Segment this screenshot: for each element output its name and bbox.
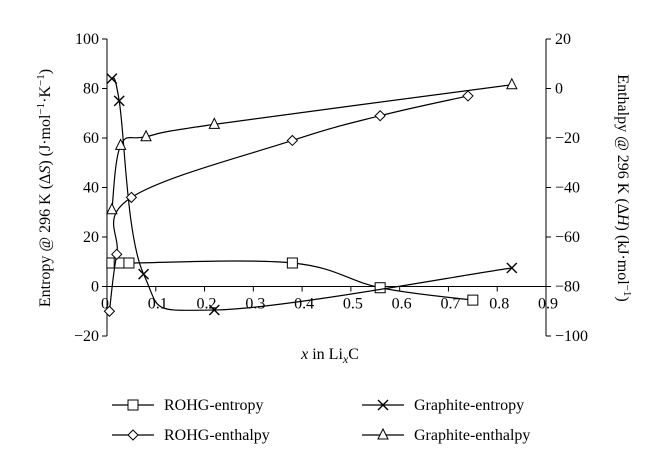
y-right-tick-label: 0 <box>555 81 563 98</box>
legend-marker-rohg-entropy <box>127 399 139 411</box>
x-tick-label: 0.1 <box>148 296 168 313</box>
legend: ROHG-entropy Graphite-entropy ROHG-enthalp… <box>112 397 530 444</box>
rohg-entropy-point <box>286 257 298 269</box>
y-right-tick-label: 20 <box>555 31 571 48</box>
y-right-tick-label: −40 <box>555 180 580 197</box>
graphite-enthalpy-point <box>208 117 221 129</box>
y-left-tick-label: 100 <box>75 31 99 48</box>
rohg-enthalpy-point <box>374 110 386 122</box>
y-left-tick-label: 80 <box>83 81 99 98</box>
graphite-entropy-point <box>506 262 518 274</box>
x-tick-label: 0.9 <box>538 296 558 313</box>
graphite-entropy-point <box>208 304 220 316</box>
legend-label-rohg-enthalpy: ROHG-enthalpy <box>164 427 270 444</box>
y-left-tick-label: −20 <box>74 328 99 345</box>
x-tick-label: 0.4 <box>294 296 314 313</box>
legend-label-graphite-enthalpy: Graphite-enthalpy <box>414 427 530 444</box>
y-left-tick-label: 40 <box>83 180 99 197</box>
x-tick-label: 0.2 <box>197 296 217 313</box>
graphite-entropy-point <box>106 73 118 85</box>
y-right-tick-label: −20 <box>555 130 580 147</box>
legend-marker-graphite-enthalpy <box>377 427 389 440</box>
rohg-entropy-point <box>374 282 386 294</box>
rohg-enthalpy-point <box>286 134 299 147</box>
graphite-enthalpy-line <box>111 84 512 210</box>
graphite-entropy-point <box>113 95 125 107</box>
y-left-tick-label: 20 <box>83 229 99 246</box>
graphite-enthalpy-point <box>506 77 518 90</box>
rohg-enthalpy-line <box>108 95 469 312</box>
graphite-enthalpy-point <box>106 202 118 215</box>
plot-frame <box>102 38 551 337</box>
legend-label-graphite-entropy: Graphite-entropy <box>414 397 524 414</box>
graphite-enthalpy-point <box>114 138 127 150</box>
legend-label-rohg-entropy: ROHG-entropy <box>164 397 264 414</box>
y-left-tick-label: 0 <box>91 279 99 296</box>
rohg-enthalpy-point <box>103 305 116 317</box>
y-axis-right-title: Enthalpy @ 296 K (ΔH) (kJ·mol−1) <box>614 74 633 301</box>
y-right-tick-label: −100 <box>555 328 588 345</box>
rohg-entropy-point <box>123 257 135 269</box>
y-axis-left-title: Entropy @ 296 K (ΔS) (J·mol−1·K−1) <box>35 69 54 307</box>
x-tick-label: 0.5 <box>343 296 363 313</box>
x-tick-label: 0.8 <box>489 296 509 313</box>
rohg-enthalpy-point <box>462 90 474 102</box>
x-tick-label: 0.7 <box>440 296 460 313</box>
series-layer <box>103 73 518 317</box>
y-left-tick-label: 60 <box>83 130 99 147</box>
y-right-tick-label: −80 <box>555 279 580 296</box>
graphite-entropy-point <box>138 268 150 280</box>
x-tick-label: 0.3 <box>245 296 265 313</box>
legend-marker-graphite-entropy <box>377 399 389 411</box>
rohg-enthalpy-point <box>125 191 138 204</box>
graphite-enthalpy-point <box>140 129 152 142</box>
x-tick-label: 0.6 <box>392 296 412 313</box>
legend-marker-rohg-enthalpy <box>127 429 139 441</box>
x-tick-label: 0 <box>101 296 109 313</box>
x-axis-title: x in LixC <box>300 346 359 366</box>
rohg-enthalpy-point <box>111 248 123 261</box>
graphite-entropy-line <box>111 77 512 311</box>
y-right-tick-label: −60 <box>555 229 580 246</box>
rohg-entropy-point <box>467 294 479 306</box>
